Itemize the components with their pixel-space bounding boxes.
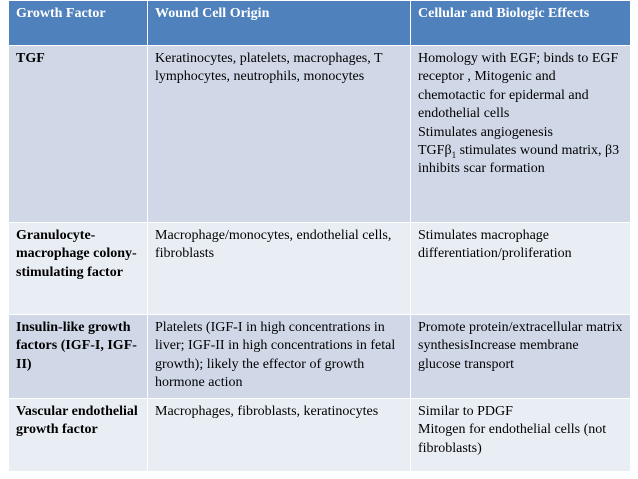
tgf-label: TGFβ (418, 143, 452, 159)
effects-cell: Similar to PDGF Mitogen for endothelial … (410, 398, 631, 472)
origin-cell: Keratinocytes, platelets, macrophages, T… (147, 45, 411, 223)
effects-text: Mitogen for endothelial cells (not fibro… (418, 422, 607, 456)
header-cellular-biologic-effects: Cellular and Biologic Effects (410, 0, 631, 46)
tgf-subscript: 1 (451, 149, 457, 160)
factor-cell: TGF (8, 45, 148, 223)
effects-cell: Stimulates macrophage differentiation/pr… (410, 222, 631, 315)
table-row-vegf: Vascular endothelial growth factor Macro… (8, 398, 631, 472)
tgf-text: stimulates wound matrix, β3 inhibits sca… (418, 143, 620, 177)
effects-text: Homology with EGF; binds to EGF receptor… (418, 51, 619, 122)
growth-factor-table: Growth Factor Wound Cell Origin Cellular… (8, 0, 631, 472)
table-row-gm-csf: Granulocyte-macrophage colony-stimulatin… (8, 222, 631, 315)
header-growth-factor: Growth Factor (8, 0, 148, 46)
effects-text: TGFβ1 stimulates wound matrix, β3 inhibi… (418, 142, 623, 179)
header-row: Growth Factor Wound Cell Origin Cellular… (8, 0, 631, 46)
factor-cell: Granulocyte-macrophage colony-stimulatin… (8, 222, 148, 315)
effects-text: Stimulates angiogenesis (418, 124, 553, 140)
header-wound-cell-origin: Wound Cell Origin (147, 0, 411, 46)
table-row-tgf: TGF Keratinocytes, platelets, macrophage… (8, 45, 631, 223)
origin-cell: Platelets (IGF-I in high concentrations … (147, 314, 411, 399)
table-row-igf: Insulin-like growth factors (IGF-I, IGF-… (8, 314, 631, 399)
factor-cell: Insulin-like growth factors (IGF-I, IGF-… (8, 314, 148, 399)
effects-cell: Promote protein/extracellular matrix syn… (410, 314, 631, 399)
effects-cell: Homology with EGF; binds to EGF receptor… (410, 45, 631, 223)
factor-cell: Vascular endothelial growth factor (8, 398, 148, 472)
origin-cell: Macrophage/monocytes, endothelial cells,… (147, 222, 411, 315)
effects-text: Similar to PDGF (418, 404, 513, 419)
origin-cell: Macrophages, fibroblasts, keratinocytes (147, 398, 411, 472)
